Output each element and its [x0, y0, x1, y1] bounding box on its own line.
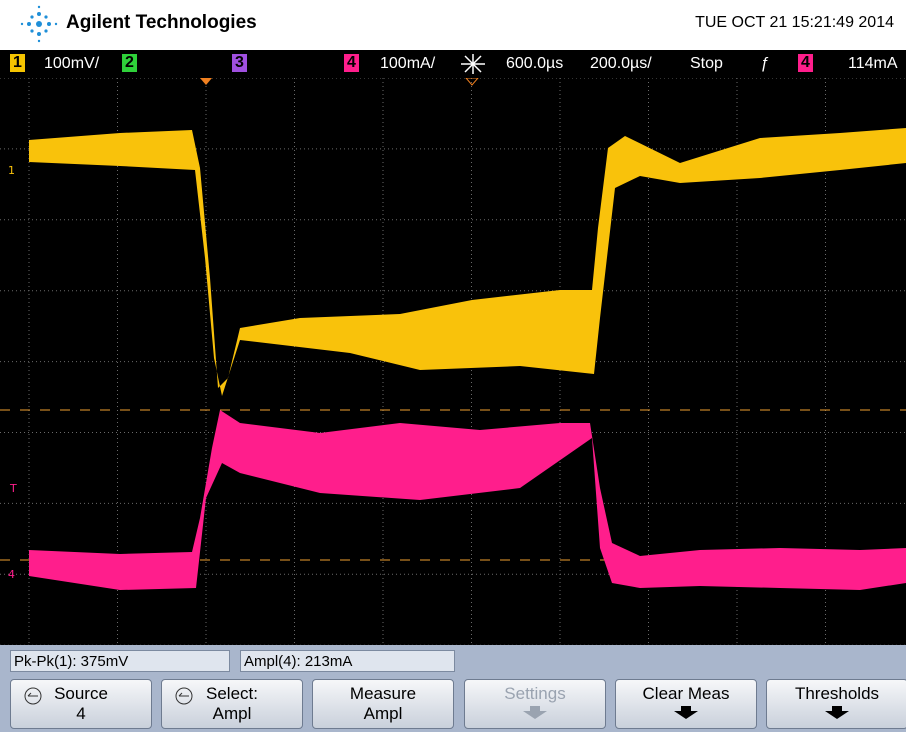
softkey-label: Thresholds	[794, 684, 880, 703]
softkey[interactable]: Clear Meas	[615, 679, 757, 729]
ch1-chip: 1	[10, 54, 25, 72]
ch1-scale: 100mV/	[44, 55, 100, 72]
ch4-trace	[29, 410, 906, 590]
knob-icon	[24, 687, 42, 705]
trigger-source: 4	[798, 54, 813, 72]
brand: Agilent Technologies	[66, 12, 257, 33]
ch4-marker: 4	[8, 568, 15, 581]
arrow-icon	[825, 706, 849, 719]
ch2-chip: 2	[122, 54, 137, 72]
trigger-position	[200, 78, 212, 85]
softkey-label: Select:	[206, 684, 258, 703]
measurement: Ampl(4): 213mA	[240, 650, 455, 672]
softkey[interactable]: Select: Ampl	[161, 679, 303, 729]
trigger-slope: ƒ	[760, 55, 769, 72]
softkey-label: Clear Meas	[642, 684, 730, 703]
softkey-label: Source	[54, 684, 108, 703]
arrow-icon	[523, 706, 547, 719]
trigger-marker: T	[9, 482, 17, 495]
delay-icon	[461, 54, 485, 74]
measurement: Pk-Pk(1): 375mV	[10, 650, 230, 672]
ch4-scale: 100mA/	[380, 55, 436, 72]
ch4-chip: 4	[344, 54, 359, 72]
softkey-label: Measure	[349, 684, 417, 703]
softkey[interactable]: Settings	[464, 679, 606, 729]
softkey-panel: Pk-Pk(1): 375mV Ampl(4): 213mA Source 4 Se…	[0, 645, 906, 732]
header: Agilent Technologies TUE OCT 21 15:21:49…	[0, 0, 906, 50]
softkey[interactable]: Source 4	[10, 679, 152, 729]
ch3-chip: 3	[232, 54, 247, 72]
datetime: TUE OCT 21 15:21:49 2014	[695, 14, 894, 31]
delay-position	[465, 78, 479, 86]
arrow-icon	[674, 706, 698, 719]
ch1-trace	[29, 128, 906, 396]
time-delay: 600.0µs	[506, 55, 564, 72]
softkey[interactable]: Thresholds	[766, 679, 906, 729]
ch1-marker: 1	[8, 164, 15, 177]
run-state: Stop	[690, 55, 723, 72]
softkey-label: Settings	[504, 684, 566, 703]
knob-icon	[175, 687, 193, 705]
softkey-value: Ampl	[363, 704, 403, 723]
time-scale: 200.0µs/	[590, 55, 652, 72]
softkey-value: Ampl	[212, 704, 252, 723]
status-bar: 1 100mV/ 2 3 4 100mA/ 600.0µs 200.0µs/ S…	[0, 50, 906, 78]
softkey[interactable]: Measure Ampl	[312, 679, 454, 729]
softkey-value: 4	[76, 704, 86, 723]
logo	[20, 5, 58, 43]
trigger-level: 114mA	[848, 55, 898, 72]
graticule: 1 T 4	[0, 78, 906, 645]
